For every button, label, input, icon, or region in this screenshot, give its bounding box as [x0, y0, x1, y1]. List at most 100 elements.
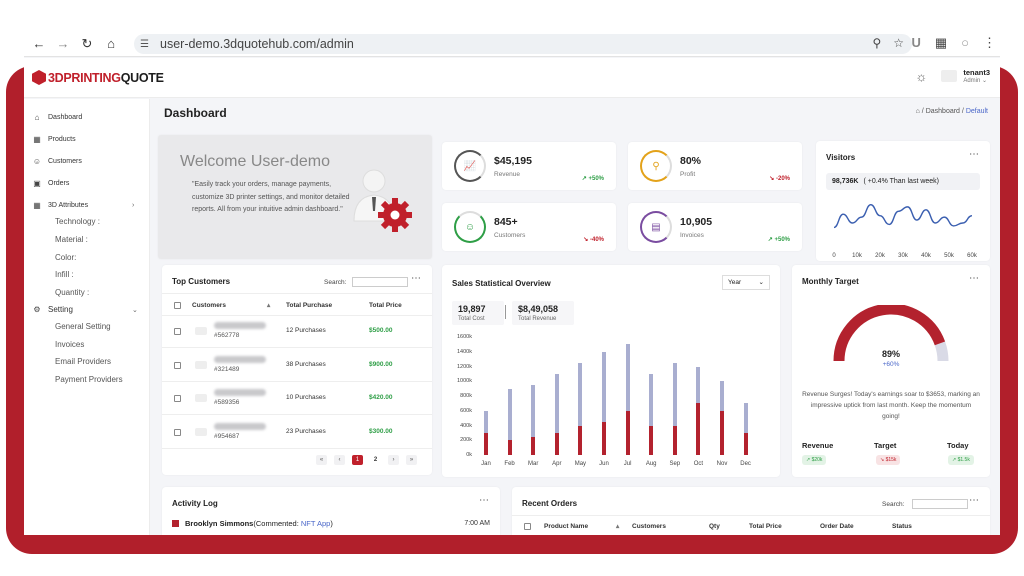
avatar[interactable]: [941, 70, 958, 82]
bar-series-2[interactable]: [554, 432, 559, 455]
more-options-icon[interactable]: ⋯: [969, 273, 980, 284]
more-options-icon[interactable]: ⋯: [479, 495, 490, 506]
theme-toggle-icon[interactable]: ☼: [915, 68, 928, 84]
sort-icon[interactable]: ▴: [267, 302, 271, 309]
bar-series-2[interactable]: [720, 410, 724, 455]
sidebar-sub-infill[interactable]: Infill :: [55, 270, 74, 279]
column-product-name[interactable]: Product Name: [544, 523, 589, 530]
row-checkbox[interactable]: [174, 361, 181, 369]
sidebar-sub-color[interactable]: Color:: [55, 253, 77, 262]
sidebar-sub-email-providers[interactable]: Email Providers: [55, 357, 112, 366]
more-options-icon[interactable]: ⋯: [969, 149, 980, 160]
bar-series-2[interactable]: [484, 432, 488, 455]
bar-series-1[interactable]: [484, 410, 488, 433]
tune-icon[interactable]: ☰: [140, 38, 149, 50]
bar-series-2[interactable]: [531, 436, 536, 455]
user-menu[interactable]: tenant3 Admin ⌄: [963, 68, 990, 84]
bar-series-1[interactable]: [696, 366, 701, 404]
table-row[interactable]: #562778 12 Purchases $500.00: [162, 315, 432, 348]
select-all-checkbox[interactable]: [524, 523, 531, 530]
column-total-price[interactable]: Total Price: [369, 302, 402, 309]
table-row[interactable]: #954687 23 Purchases $300.00: [162, 416, 432, 449]
reload-icon[interactable]: ↻: [81, 35, 93, 51]
stat-card-customers[interactable]: ☺ 845+ Customers ↘ -40%: [442, 203, 616, 251]
bar-series-1[interactable]: [554, 373, 559, 433]
page-button[interactable]: 2: [373, 457, 378, 463]
search-input[interactable]: [352, 277, 408, 287]
row-checkbox[interactable]: [174, 428, 181, 436]
sidebar-item-customers[interactable]: ☺ Customers: [32, 157, 82, 166]
stat-card-invoices[interactable]: ▤ 10,905 Invoices ↗ +50%: [628, 203, 802, 251]
stat-card-profit[interactable]: ⚲ 80% Profit ↘ -20%: [628, 142, 802, 190]
column-total-purchase[interactable]: Total Purchase: [286, 302, 333, 309]
bar-series-1[interactable]: [672, 362, 677, 426]
sidebar-item-3d-attributes[interactable]: ▦ 3D Attributes ›: [32, 201, 150, 210]
bar-series-1[interactable]: [507, 388, 512, 441]
star-icon[interactable]: ☆: [893, 36, 904, 50]
page-button[interactable]: ›: [388, 455, 399, 465]
column-qty[interactable]: Qty: [709, 523, 720, 530]
page-button[interactable]: »: [406, 455, 417, 465]
profile-icon[interactable]: ○: [961, 35, 969, 50]
bar-series-2[interactable]: [578, 425, 583, 455]
bar-series-2[interactable]: [507, 440, 512, 455]
sort-icon[interactable]: ▴: [616, 523, 620, 530]
extension-u-icon[interactable]: U: [911, 35, 921, 50]
more-options-icon[interactable]: ⋯: [411, 273, 422, 284]
kebab-menu-icon[interactable]: ⋮: [983, 35, 996, 50]
sidebar-item-dashboard[interactable]: ⌂ Dashboard: [32, 113, 83, 122]
page-button[interactable]: ‹: [334, 455, 345, 465]
bar-series-1[interactable]: [578, 362, 583, 426]
back-arrow-icon[interactable]: ←: [32, 36, 46, 51]
select-all-checkbox[interactable]: [174, 302, 181, 309]
activity-link[interactable]: NFT App: [300, 519, 331, 528]
row-checkbox[interactable]: [174, 328, 181, 335]
bar-series-2[interactable]: [696, 403, 701, 455]
sidebar-item-products[interactable]: ▦ Products: [32, 135, 75, 144]
column-status[interactable]: Status: [892, 523, 912, 530]
sidebar-sub-quantity[interactable]: Quantity :: [55, 288, 90, 297]
bar-series-2[interactable]: [649, 425, 654, 455]
bar-series-1[interactable]: [531, 384, 536, 437]
sidebar-sub-material[interactable]: Material :: [55, 235, 88, 244]
bar-series-1[interactable]: [625, 344, 630, 411]
search-input[interactable]: [912, 499, 968, 509]
sidebar-sub-invoices[interactable]: Invoices: [55, 340, 85, 349]
column-order-date[interactable]: Order Date: [820, 523, 854, 530]
zoom-icon[interactable]: ⚲: [872, 36, 882, 50]
page-button[interactable]: 1: [352, 455, 363, 465]
bar-series-1[interactable]: [743, 403, 748, 433]
bar-series-2[interactable]: [672, 425, 677, 455]
period-select[interactable]: Year ⌄: [722, 275, 770, 290]
breadcrumb-dashboard[interactable]: Dashboard: [925, 108, 960, 115]
bar-series-1[interactable]: [720, 381, 724, 411]
more-options-icon[interactable]: ⋯: [969, 495, 980, 506]
sidebar-sub-technology[interactable]: Technology :: [55, 217, 100, 226]
home-icon[interactable]: ⌂: [107, 36, 115, 51]
sidebar-sub-payment-providers[interactable]: Payment Providers: [55, 375, 123, 384]
bar-series-2[interactable]: [625, 410, 630, 455]
stat-card-revenue[interactable]: 📈 $45,195 Revenue ↗ +50%: [442, 142, 616, 190]
puzzle-icon[interactable]: ▦: [934, 35, 948, 50]
sidebar-item-orders[interactable]: ▣ Orders: [32, 179, 69, 188]
sidebar-sub-general-setting[interactable]: General Setting: [55, 322, 111, 331]
table-row[interactable]: #589356 10 Purchases $420.00: [162, 382, 432, 415]
bar-series-1[interactable]: [649, 373, 654, 426]
url-text[interactable]: user-demo.3dquotehub.com/admin: [160, 37, 354, 51]
sidebar-item-setting[interactable]: ⚙ Setting ⌄: [32, 305, 150, 314]
column-customers[interactable]: Customers: [192, 302, 226, 309]
home-icon[interactable]: ⌂: [915, 108, 920, 115]
page-button[interactable]: «: [316, 455, 327, 465]
table-row[interactable]: #321489 38 Purchases $900.00: [162, 349, 432, 382]
column-total-price[interactable]: Total Price: [749, 523, 782, 530]
address-bar[interactable]: ☰ user-demo.3dquotehub.com/admin ⚲ ☆: [134, 34, 912, 54]
forward-arrow-icon[interactable]: →: [56, 36, 70, 51]
total-price-cell: $900.00: [369, 360, 393, 368]
column-customers[interactable]: Customers: [632, 523, 666, 530]
logo[interactable]: 3DPRINTINGQUOTE: [32, 70, 164, 85]
bar-series-1[interactable]: [602, 351, 606, 422]
bar-series-2[interactable]: [743, 432, 748, 455]
row-checkbox[interactable]: [174, 395, 181, 402]
bar-series-2[interactable]: [602, 421, 606, 455]
activity-entry[interactable]: Brooklyn Simmons(Commented: NFT App): [185, 519, 333, 528]
